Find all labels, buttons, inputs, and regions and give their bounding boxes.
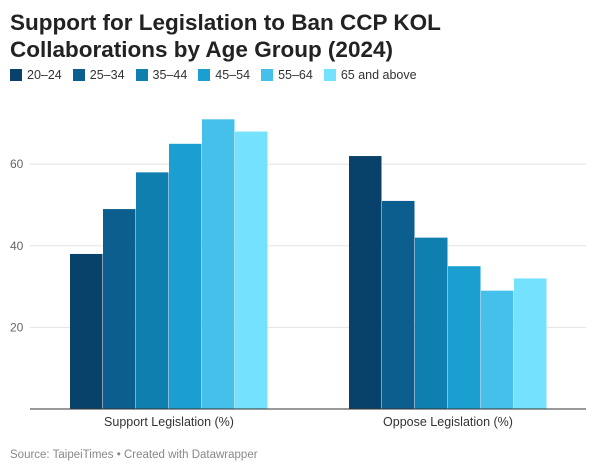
legend-swatch [323, 69, 336, 81]
legend-swatch [72, 69, 85, 81]
legend-item: 65 and above [323, 68, 417, 82]
legend-label: 45–54 [215, 68, 251, 82]
legend-label: 20–24 [27, 68, 62, 82]
bar [169, 143, 202, 410]
source-note: Source: TaipeiTimes • Created with Dataw… [10, 449, 258, 461]
legend-swatch [198, 69, 211, 81]
y-tick-label: 60 [10, 157, 24, 171]
x-category-label: Oppose Legislation (%) [383, 415, 513, 429]
bar [514, 278, 547, 409]
bar [382, 200, 415, 409]
legend-swatch [261, 69, 274, 81]
legend-item: 45–54 [198, 68, 250, 82]
legend-swatch [135, 69, 148, 81]
legend-item: 25–34 [72, 68, 125, 82]
x-category-label: Support Legislation (%) [104, 415, 234, 429]
legend-swatch [10, 69, 22, 81]
legend-item: 20–24 [10, 68, 62, 82]
legend-item: 35–44 [135, 68, 188, 82]
y-tick-label: 20 [10, 320, 24, 334]
legend: 20–24 25–34 35–44 45–54 55–64 65 and above [10, 68, 428, 82]
bar [448, 266, 481, 409]
legend-item: 55–64 [261, 68, 313, 82]
bar [415, 237, 448, 409]
legend-label: 65 and above [340, 68, 417, 82]
bar [481, 290, 514, 409]
bar [349, 156, 382, 409]
legend-label: 35–44 [152, 68, 188, 82]
bar [103, 209, 136, 409]
bar [202, 119, 235, 409]
legend-label: 25–34 [89, 68, 125, 82]
legend-label: 55–64 [278, 68, 313, 82]
chart-title: Support for Legislation to Ban CCP KOL C… [10, 10, 441, 62]
y-tick-label: 40 [10, 239, 24, 253]
bar [70, 253, 103, 409]
bar [235, 131, 268, 409]
bar [136, 172, 169, 409]
